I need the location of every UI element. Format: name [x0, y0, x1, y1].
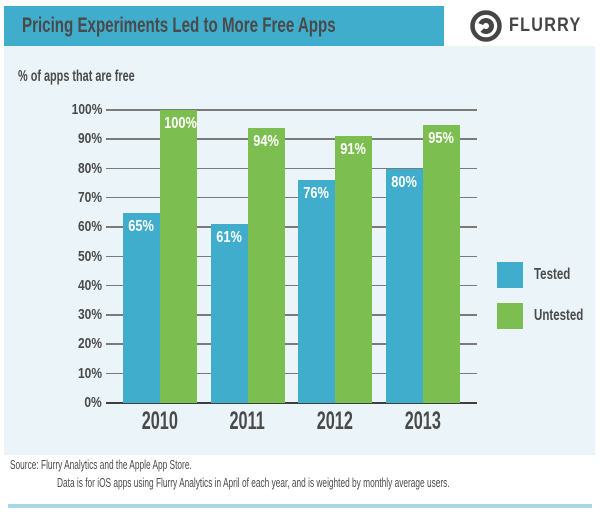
flurry-logo-icon	[470, 10, 502, 42]
y-tick-text: 60%	[77, 218, 102, 236]
bar-value-label: 100%	[160, 115, 197, 133]
source-line-1: Source: Flurry Analytics and the Apple A…	[10, 457, 192, 472]
bar-value-label: 94%	[248, 133, 285, 151]
bar-tested: 76%	[298, 180, 335, 403]
y-tick-label: 100%	[36, 101, 102, 118]
y-tick-text: 90%	[77, 130, 102, 148]
gridline	[106, 343, 477, 345]
x-tick-text: 2011	[229, 407, 266, 435]
y-tick-text: 100%	[71, 101, 102, 118]
bar-value-text: 61%	[216, 229, 242, 247]
x-tick-text: 2013	[404, 407, 441, 435]
gridline	[106, 109, 477, 111]
y-tick-label: 0%	[36, 394, 102, 411]
x-tick-text: 2010	[141, 407, 179, 435]
bar-untested: 91%	[335, 136, 372, 403]
y-tick-label: 80%	[36, 160, 102, 177]
gridline	[106, 138, 477, 140]
y-tick-label: 60%	[36, 218, 102, 235]
legend-item: Tested	[497, 262, 600, 288]
y-tick-label: 70%	[36, 189, 102, 206]
bar-value-text: 80%	[391, 173, 417, 191]
legend-label: Untested	[534, 307, 600, 325]
x-axis-line	[106, 402, 477, 404]
y-tick-label: 30%	[36, 306, 102, 323]
x-tick-label: 2013	[378, 407, 468, 436]
legend-label-text: Tested	[534, 266, 571, 283]
bar-value-text: 76%	[303, 185, 330, 203]
y-tick-label: 10%	[36, 365, 102, 382]
bar-tested: 61%	[210, 224, 248, 403]
y-tick-text: 70%	[77, 188, 102, 206]
bar-tested: 80%	[385, 168, 423, 403]
bar-value-label: 61%	[211, 229, 248, 247]
gridline	[106, 167, 477, 170]
y-tick-text: 80%	[77, 159, 102, 177]
gridline	[106, 196, 477, 199]
y-tick-text: 20%	[77, 335, 102, 353]
bar-value-label: 80%	[386, 174, 423, 192]
source-line-2: Data is for iOS apps using Flurry Analyt…	[57, 475, 450, 490]
y-tick-text: 50%	[77, 247, 102, 265]
brand-text: FLURRY	[509, 15, 582, 36]
bar-value-label: 91%	[335, 141, 372, 159]
bar-value-label: 76%	[298, 185, 335, 203]
bottom-rule	[8, 504, 592, 508]
y-tick-text: 10%	[77, 364, 102, 382]
y-tick-text: 40%	[77, 276, 102, 294]
y-axis-title: % of apps that are free	[18, 68, 135, 85]
y-tick-label: 90%	[36, 130, 102, 147]
chart-title: Pricing Experiments Led to More Free App…	[22, 14, 336, 37]
bar-value-text: 100%	[164, 115, 197, 132]
bar-untested: 95%	[422, 124, 460, 403]
bar-value-text: 65%	[128, 217, 155, 235]
legend-label-text: Untested	[534, 307, 584, 324]
bar-value-text: 95%	[428, 129, 454, 147]
legend-swatch-untested	[497, 303, 523, 329]
bar-value-label: 95%	[423, 130, 460, 148]
y-tick-label: 20%	[36, 335, 102, 352]
y-tick-label: 40%	[36, 277, 102, 294]
gridline	[106, 284, 477, 287]
gridline	[106, 372, 477, 375]
header-banner: Pricing Experiments Led to More Free App…	[4, 6, 444, 46]
legend: Tested Untested	[497, 262, 600, 344]
x-tick-label: 2010	[115, 407, 205, 436]
bar-untested: 100%	[160, 110, 197, 403]
bar-untested: 94%	[247, 127, 285, 403]
x-tick-text: 2012	[316, 407, 354, 435]
y-tick-label: 50%	[36, 248, 102, 265]
y-tick-text: 30%	[77, 306, 102, 324]
gridline	[106, 255, 477, 257]
gridline	[106, 314, 477, 316]
legend-item: Untested	[497, 303, 600, 329]
bar-value-text: 91%	[340, 141, 367, 159]
x-tick-label: 2011	[203, 407, 293, 436]
bar-tested: 65%	[123, 212, 160, 403]
flurry-logo: FLURRY	[444, 0, 600, 52]
y-tick-text: 0%	[84, 394, 102, 411]
bar-value-label: 65%	[123, 218, 160, 236]
legend-label: Tested	[534, 266, 584, 284]
bar-value-text: 94%	[253, 132, 279, 150]
x-tick-label: 2012	[290, 407, 380, 436]
gridline	[106, 226, 477, 228]
legend-swatch-tested	[497, 262, 523, 288]
